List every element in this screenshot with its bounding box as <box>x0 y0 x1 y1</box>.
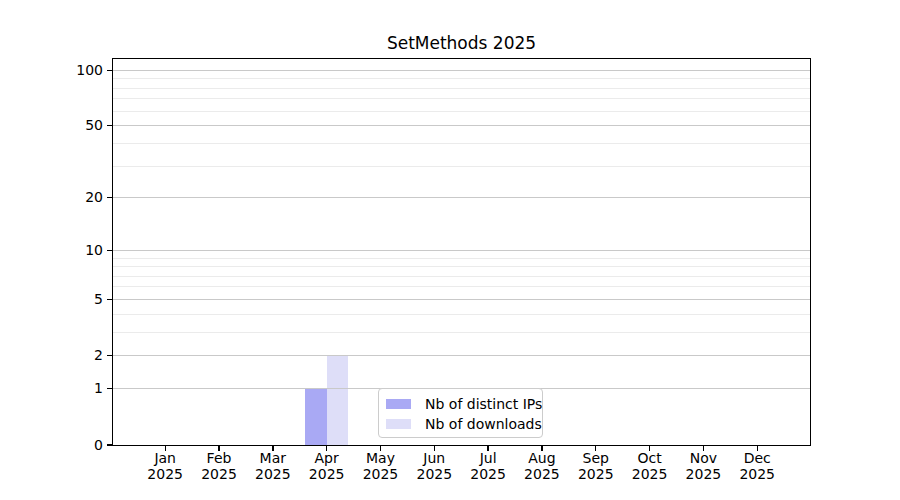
y-axis-tick-label: 50 <box>38 115 103 136</box>
legend-item-nb-of-distinct-ips: Nb of distinct IPs <box>386 394 535 414</box>
chart-title: SetMethods 2025 <box>113 33 810 53</box>
y-axis-tick-label: 20 <box>38 187 103 208</box>
y-axis-tick <box>107 355 113 356</box>
x-tick-month: Dec <box>725 451 789 467</box>
y-axis-tick-label: 100 <box>38 60 103 81</box>
y-axis-tick <box>107 299 113 300</box>
y-axis-tick-label: 1 <box>38 378 103 399</box>
legend-swatch-nb-of-downloads <box>386 419 411 429</box>
y-axis-tick <box>107 444 113 445</box>
y-axis-tick-label: 0 <box>38 435 103 456</box>
legend-label: Nb of distinct IPs <box>425 394 542 414</box>
legend-item-nb-of-downloads: Nb of downloads <box>386 414 535 434</box>
legend-label: Nb of downloads <box>425 414 542 434</box>
y-axis-tick-label: 10 <box>38 240 103 261</box>
legend-swatch-nb-of-distinct-ips <box>386 399 411 409</box>
y-axis-tick-label: 2 <box>38 345 103 366</box>
y-axis-tick <box>107 250 113 251</box>
y-axis-tick <box>107 70 113 71</box>
downloads-bar-chart: SetMethods 2025 0125102050100Jan2025Feb2… <box>0 0 900 500</box>
y-axis-tick <box>107 388 113 389</box>
y-axis-tick <box>107 197 113 198</box>
legend: Nb of distinct IPsNb of downloads <box>378 388 543 438</box>
x-axis-tick-label: Dec2025 <box>725 451 789 482</box>
y-axis-tick-label: 5 <box>38 289 103 310</box>
y-axis-tick <box>107 125 113 126</box>
x-tick-year: 2025 <box>725 467 789 483</box>
